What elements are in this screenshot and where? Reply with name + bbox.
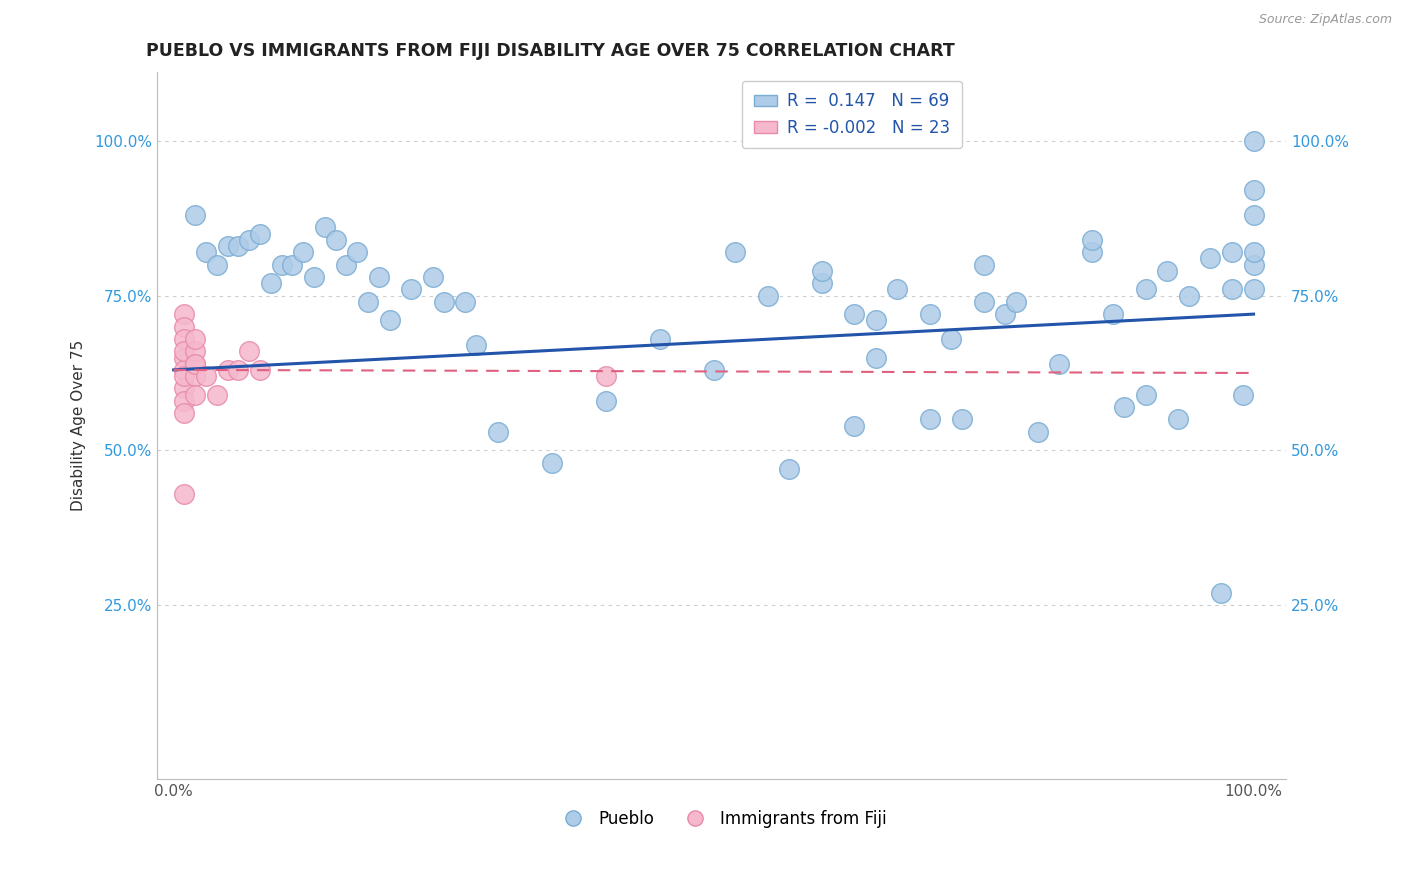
Point — [205, 387, 228, 401]
Point — [810, 264, 832, 278]
Point — [378, 313, 401, 327]
Point — [724, 245, 747, 260]
Point — [1243, 134, 1265, 148]
Point — [1177, 288, 1199, 302]
Point — [1232, 387, 1254, 401]
Point — [292, 245, 315, 260]
Point — [367, 269, 389, 284]
Point — [173, 344, 195, 359]
Point — [994, 307, 1017, 321]
Point — [918, 412, 941, 426]
Point — [357, 294, 380, 309]
Point — [173, 363, 195, 377]
Point — [184, 357, 207, 371]
Point — [173, 487, 195, 501]
Point — [173, 307, 195, 321]
Point — [1026, 425, 1049, 439]
Point — [1243, 282, 1265, 296]
Point — [195, 369, 218, 384]
Point — [1102, 307, 1125, 321]
Point — [595, 393, 617, 408]
Point — [865, 313, 887, 327]
Point — [399, 282, 422, 296]
Point — [486, 425, 509, 439]
Point — [422, 269, 444, 284]
Point — [648, 332, 671, 346]
Point — [1167, 412, 1189, 426]
Point — [810, 276, 832, 290]
Point — [973, 258, 995, 272]
Point — [1220, 245, 1243, 260]
Point — [1080, 245, 1102, 260]
Y-axis label: Disability Age Over 75: Disability Age Over 75 — [72, 340, 86, 511]
Point — [184, 369, 207, 384]
Point — [238, 344, 260, 359]
Point — [703, 363, 725, 377]
Point — [778, 462, 800, 476]
Point — [540, 456, 562, 470]
Point — [173, 369, 195, 384]
Point — [454, 294, 477, 309]
Point — [346, 245, 368, 260]
Point — [1243, 258, 1265, 272]
Point — [173, 382, 195, 396]
Point — [918, 307, 941, 321]
Point — [173, 319, 195, 334]
Point — [1211, 586, 1233, 600]
Point — [184, 344, 207, 359]
Point — [1135, 387, 1157, 401]
Point — [335, 258, 357, 272]
Point — [865, 351, 887, 365]
Point — [1220, 282, 1243, 296]
Point — [217, 239, 239, 253]
Point — [205, 258, 228, 272]
Legend: Pueblo, Immigrants from Fiji: Pueblo, Immigrants from Fiji — [550, 803, 894, 834]
Point — [1156, 264, 1178, 278]
Point — [1005, 294, 1028, 309]
Text: PUEBLO VS IMMIGRANTS FROM FIJI DISABILITY AGE OVER 75 CORRELATION CHART: PUEBLO VS IMMIGRANTS FROM FIJI DISABILIT… — [146, 42, 955, 60]
Point — [842, 418, 865, 433]
Point — [314, 220, 336, 235]
Point — [281, 258, 304, 272]
Point — [973, 294, 995, 309]
Point — [260, 276, 283, 290]
Point — [1243, 208, 1265, 222]
Point — [173, 393, 195, 408]
Point — [184, 208, 207, 222]
Point — [173, 406, 195, 420]
Point — [842, 307, 865, 321]
Point — [941, 332, 963, 346]
Point — [950, 412, 973, 426]
Point — [325, 233, 347, 247]
Point — [217, 363, 239, 377]
Point — [886, 282, 908, 296]
Point — [465, 338, 488, 352]
Point — [1199, 252, 1222, 266]
Point — [228, 239, 250, 253]
Point — [302, 269, 325, 284]
Text: Source: ZipAtlas.com: Source: ZipAtlas.com — [1258, 13, 1392, 27]
Point — [173, 332, 195, 346]
Point — [1080, 233, 1102, 247]
Point — [270, 258, 292, 272]
Point — [184, 357, 207, 371]
Point — [173, 351, 195, 365]
Point — [1243, 183, 1265, 197]
Point — [249, 363, 271, 377]
Point — [184, 332, 207, 346]
Point — [756, 288, 779, 302]
Point — [1112, 400, 1135, 414]
Point — [195, 245, 218, 260]
Point — [184, 387, 207, 401]
Point — [1243, 245, 1265, 260]
Point — [228, 363, 250, 377]
Point — [1047, 357, 1070, 371]
Point — [433, 294, 456, 309]
Point — [595, 369, 617, 384]
Point — [238, 233, 260, 247]
Point — [249, 227, 271, 241]
Point — [1135, 282, 1157, 296]
